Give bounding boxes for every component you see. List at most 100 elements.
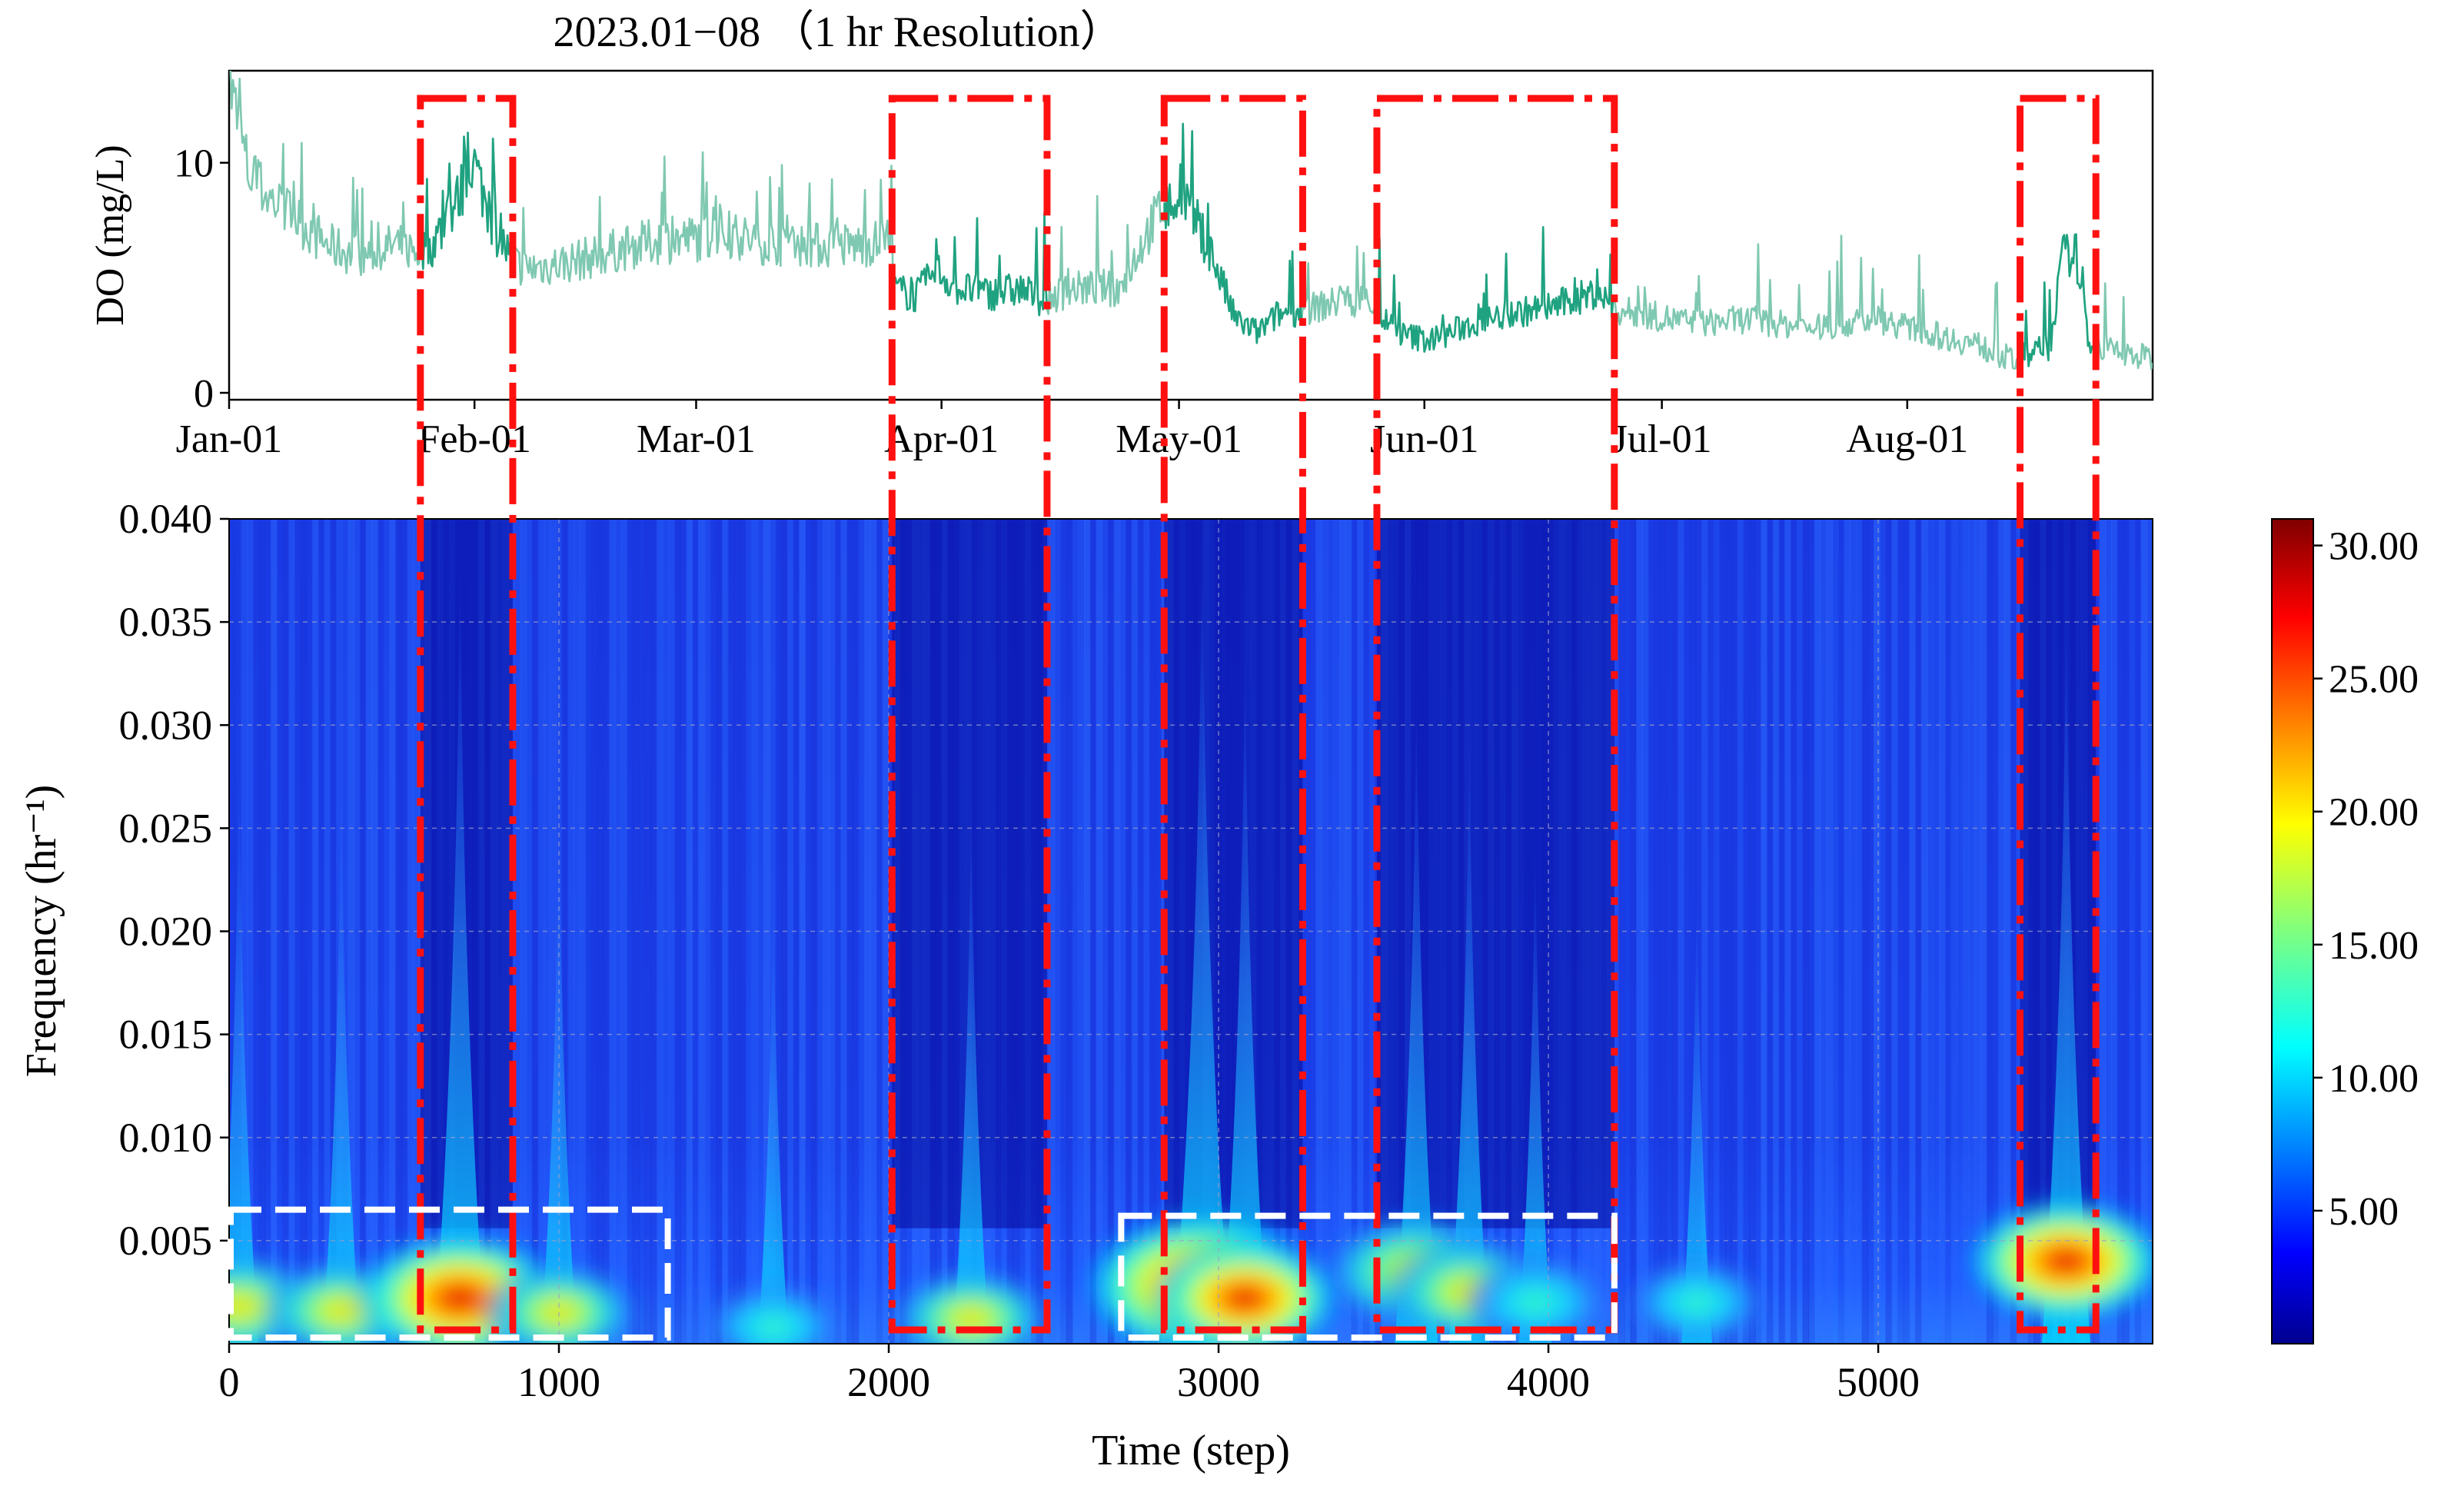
heat-y-tick-label: 0.025 [119,805,213,851]
texture-stripe [620,519,628,1344]
hotspot [892,1270,1050,1344]
do-x-tick-label: Aug-01 [1846,417,1968,461]
colorbar: 5.00 10.00 15.00 20.00 25.00 30.00 [2271,518,2419,1344]
texture-stripe [823,519,830,1344]
texture-stripe [786,519,794,1344]
texture-stripe [1102,519,1109,1344]
colorbar-tick-label: 15.00 [2329,924,2419,968]
colorbar-tick-label: 30.00 [2329,525,2419,569]
plume [757,885,789,1344]
heat-y-tick-label: 0.010 [119,1115,213,1161]
texture-stripe [1867,519,1875,1344]
texture-stripe [258,519,266,1344]
heatmap-y-ticks: 0.005 0.010 0.015 0.020 0.025 0.030 0.035 0.040 [119,496,229,1264]
texture-stripe [805,519,812,1344]
do-series-highlight-3 [1375,226,1616,353]
texture-stripe [852,519,860,1344]
heat-y-tick-label: 0.030 [119,702,213,748]
texture-stripe [354,519,361,1344]
texture-stripe [389,519,397,1344]
texture-stripe [1950,519,1958,1344]
texture-stripe [276,519,284,1344]
do-y-axis-label: DO (mg/L) [88,145,132,325]
texture-stripe [1054,519,1062,1344]
texture-stripe [324,519,331,1344]
do-x-tick-label: Jun-01 [1370,417,1479,461]
texture-stripe [1641,519,1649,1344]
texture-stripe [703,519,711,1344]
heat-y-tick-label: 0.015 [119,1012,213,1058]
texture-stripe [1968,519,1976,1344]
heat-x-tick-label: 5000 [1837,1359,1920,1405]
texture-stripe [1874,519,1880,1344]
texture-stripe [1351,519,1358,1344]
texture-stripe [1137,519,1145,1344]
colorbar-tick-label: 5.00 [2329,1190,2399,1234]
texture-stripe [668,519,676,1344]
texture-stripe [526,519,533,1344]
event-window-box-1 [888,95,1051,1334]
plume [1222,633,1269,1344]
colorbar-tick-label: 25.00 [2329,658,2419,702]
colorbar-tick-label: 20.00 [2329,791,2419,835]
texture-stripe [1737,519,1744,1344]
do-x-tick-label: May-01 [1116,417,1242,461]
texture-stripe [1701,519,1708,1344]
plume [540,793,577,1344]
plume [953,793,989,1344]
texture-stripe [1790,519,1797,1344]
do-x-tick-label: Mar-01 [637,417,756,461]
texture-stripe [1808,519,1815,1344]
texture-stripe [252,519,260,1344]
do-timeseries-panel: 010 Jan-01 Feb-01 Mar-01 Apr-01 May-01 Jun-01… [88,69,2154,461]
texture-stripe [1368,519,1376,1344]
heatmap-hotspots [229,1197,2153,1344]
colorbar-gradient [2271,518,2314,1344]
do-series-group [229,71,2153,372]
texture-stripe [1855,519,1863,1344]
texture-stripe [359,519,367,1344]
texture-stripe [609,519,616,1344]
texture-stripe [2003,519,2011,1344]
texture-stripe [1837,519,1845,1344]
texture-stripe [1957,519,1964,1344]
texture-stripe [1820,519,1827,1344]
low-frequency-box-0 [228,1206,671,1341]
texture-stripe [876,519,883,1344]
texture-stripe [769,519,776,1344]
wavelet-heatmap-panel: 0 1000 2000 3000 4000 5000 0.0050.0100.0150.0… [18,496,2153,1474]
texture-stripe [757,519,764,1344]
texture-stripe [840,519,848,1344]
hotspot [1147,1238,1343,1344]
texture-stripe [1772,519,1780,1344]
texture-stripe [1784,519,1791,1344]
texture-stripe [1126,519,1132,1344]
plume [2041,587,2091,1344]
figure-title: 2023.01−08 （1 hr Resolution） [554,8,1123,56]
texture-stripe [371,519,379,1344]
texture-stripe [537,519,545,1344]
texture-stripe [751,519,759,1344]
hotspot [705,1285,842,1344]
texture-stripe [1357,519,1364,1344]
heat-x-tick-label: 1000 [517,1359,600,1405]
heatmap-y-axis-label: Frequency (hr⁻¹) [18,785,65,1078]
texture-stripe [692,519,700,1344]
texture-stripe [1155,519,1162,1344]
texture-stripe [858,519,866,1344]
plume [322,770,361,1344]
texture-stripe [1903,519,1910,1344]
dark-band [1164,519,1303,1228]
heat-y-tick-label: 0.020 [119,909,213,955]
plume [434,541,486,1344]
event-window-box-4 [2017,95,2100,1334]
do-y-tick-label: 0 [194,372,214,416]
texture-stripe [775,519,783,1344]
texture-stripe [1339,519,1346,1344]
texture-stripe [1885,519,1893,1344]
texture-stripe [407,519,414,1344]
texture-stripe [1754,519,1762,1344]
texture-stripe [657,519,663,1344]
texture-stripe [1920,519,1928,1344]
low-frequency-box-1 [1118,1212,1618,1341]
